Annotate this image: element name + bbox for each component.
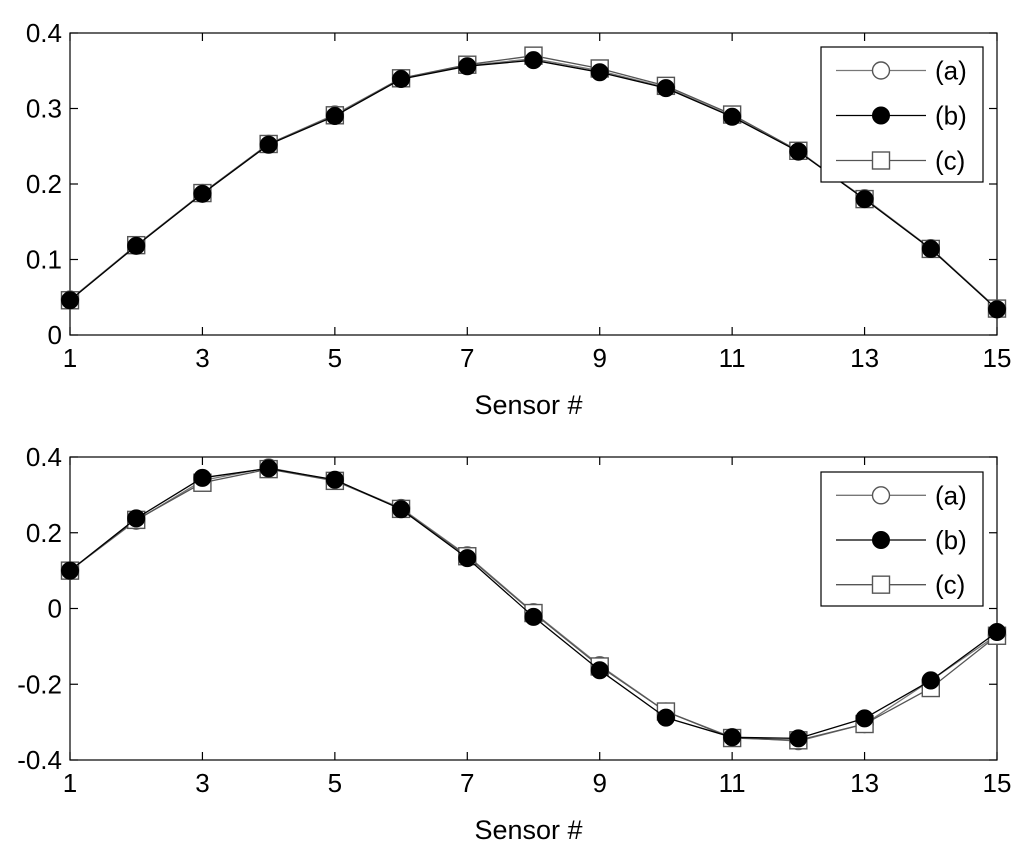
legend-marker [872, 531, 890, 549]
data-point [61, 561, 79, 580]
data-point [656, 708, 675, 727]
legend-entry: (c) [935, 146, 965, 176]
y-tick-label: 0.4 [26, 442, 62, 472]
data-point [789, 142, 808, 161]
legend-box [820, 46, 984, 183]
data-point [921, 239, 940, 258]
data-point [590, 63, 609, 82]
data-point [259, 135, 278, 154]
data-point [325, 470, 344, 489]
data-point [458, 549, 477, 568]
y-tick-label: 0.2 [26, 518, 62, 548]
legend-entry: (c) [935, 570, 965, 600]
data-point [524, 51, 543, 70]
x-tick-label: 7 [460, 343, 474, 373]
data-point [193, 184, 212, 203]
x-tick-label: 11 [719, 768, 746, 798]
y-tick-label: 0.2 [26, 169, 62, 199]
x-tick-label: 1 [63, 768, 77, 798]
legend: (a) (b) (c) [820, 471, 984, 607]
x-tick-label: 11 [719, 343, 746, 373]
x-tick-label: 3 [195, 343, 209, 373]
legend-entry: (a) [935, 480, 967, 510]
x-axis-label: Sensor # [474, 390, 582, 420]
y-tick-label: 0.1 [26, 245, 62, 275]
data-point [855, 709, 874, 728]
data-point [855, 190, 874, 209]
x-tick-label: 9 [592, 768, 606, 798]
legend-box [820, 471, 984, 607]
x-tick-label: 1 [63, 343, 77, 373]
series-b [61, 51, 1006, 319]
y-tick-label: 0 [48, 594, 62, 624]
data-point [127, 509, 146, 528]
x-tick-label: 7 [460, 768, 474, 798]
data-point [193, 468, 212, 487]
x-tick-label: 5 [328, 768, 342, 798]
legend-entry: (b) [935, 101, 967, 131]
x-axis-label: Sensor # [474, 815, 582, 845]
x-tick-label: 15 [983, 343, 1012, 373]
data-point [656, 79, 675, 98]
legend: (a) (b) (c) [820, 46, 984, 183]
data-point [988, 300, 1006, 319]
data-point [325, 107, 344, 126]
y-tick-label: -0.4 [17, 745, 62, 775]
legend-marker [871, 486, 891, 505]
y-tick-label: -0.2 [17, 669, 62, 699]
x-tick-label: 15 [983, 768, 1012, 798]
legend-entry: (b) [935, 525, 967, 555]
data-point [789, 729, 808, 748]
x-tick-label: 3 [195, 768, 209, 798]
legend-marker [871, 575, 891, 594]
legend-entry: (a) [935, 56, 967, 86]
y-tick-label: 0 [48, 320, 62, 350]
legend-marker [871, 61, 891, 80]
x-tick-label: 5 [328, 343, 342, 373]
series-b [61, 459, 1006, 748]
legend-marker [871, 151, 891, 170]
x-tick-label: 9 [592, 343, 606, 373]
x-tick-label: 13 [850, 768, 879, 798]
data-point [723, 107, 742, 126]
data-point [590, 661, 609, 680]
legend-marker [872, 106, 890, 125]
y-tick-label: 0.4 [26, 18, 62, 48]
y-tick-label: 0.3 [26, 94, 62, 124]
data-point [392, 70, 411, 89]
data-point [259, 459, 278, 478]
data-point [524, 607, 543, 626]
data-point [988, 622, 1006, 641]
data-point [392, 500, 411, 519]
x-tick-label: 13 [850, 343, 879, 373]
data-point [458, 57, 477, 76]
data-point [127, 236, 146, 255]
data-point [61, 291, 79, 310]
data-point [723, 728, 742, 747]
data-point [921, 671, 940, 690]
